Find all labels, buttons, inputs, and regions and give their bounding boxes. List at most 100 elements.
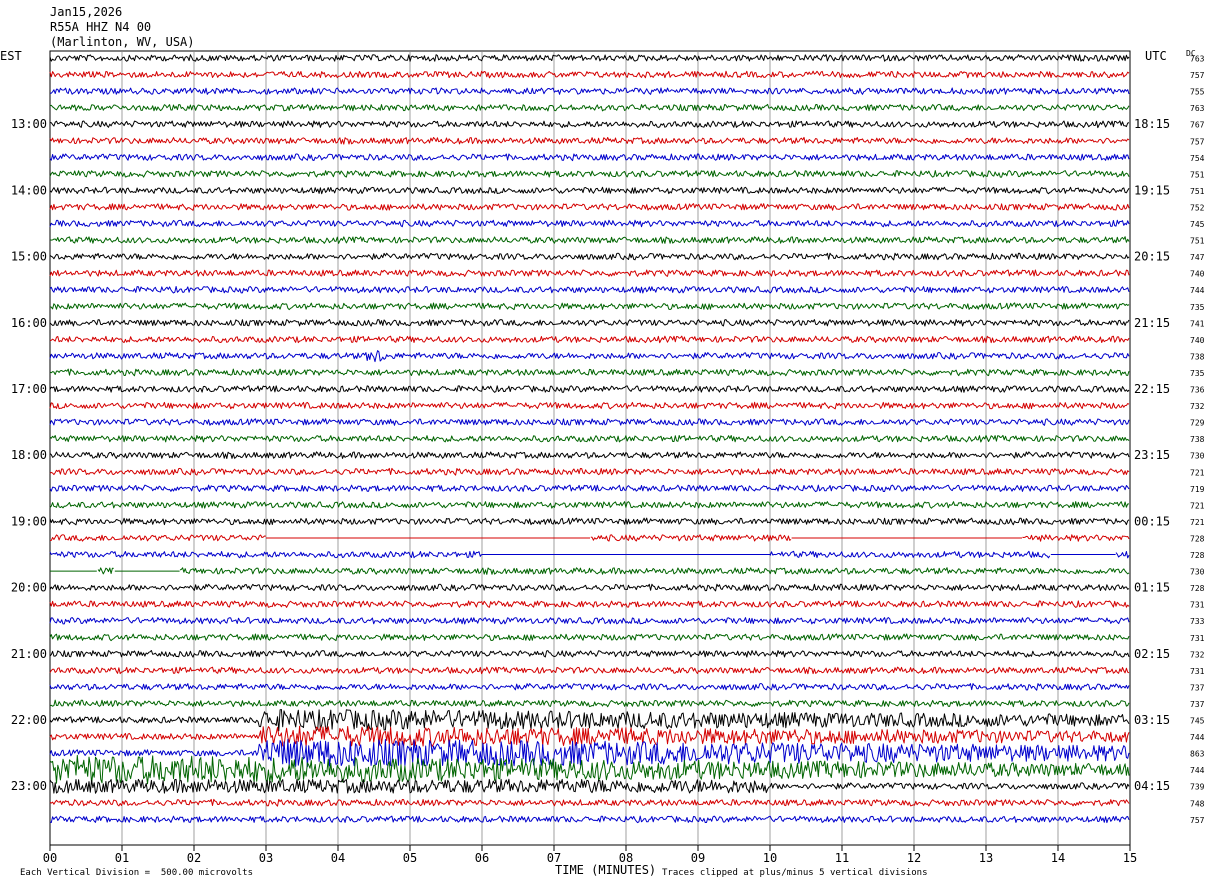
dc-offset-value: 741	[1190, 319, 1205, 328]
left-hour-label: 19:00	[11, 514, 47, 528]
dc-offset-value: 744	[1190, 766, 1205, 775]
dc-offset-value: 754	[1190, 154, 1205, 163]
header-date: Jan15,2026	[50, 5, 123, 19]
left-hour-label: 13:00	[11, 117, 47, 131]
seismic-trace	[49, 709, 1130, 732]
x-tick-label: 11	[835, 851, 849, 865]
dc-offset-value: 729	[1190, 419, 1205, 428]
x-tick-label: 02	[187, 851, 201, 865]
dc-offset-value: 757	[1190, 71, 1205, 80]
seismic-trace	[49, 120, 1130, 129]
seismic-trace	[49, 70, 1130, 79]
dc-offset-value: 747	[1190, 253, 1205, 262]
left-hour-label: 17:00	[11, 382, 47, 396]
right-timezone-label: UTC	[1145, 49, 1167, 63]
dc-offset-value: 767	[1190, 121, 1205, 130]
left-hour-label: 14:00	[11, 183, 47, 197]
seismic-trace	[49, 269, 1130, 277]
header-location: (Marlinton, WV, USA)	[50, 35, 195, 49]
seismic-trace	[49, 87, 1130, 95]
dc-offset-value: 721	[1190, 518, 1205, 527]
x-tick-label: 15	[1123, 851, 1137, 865]
seismic-trace	[49, 534, 1130, 542]
dc-offset-value: 732	[1190, 402, 1205, 411]
dc-offset-value: 744	[1190, 286, 1205, 295]
seismic-trace	[49, 153, 1130, 162]
dc-offset-value: 740	[1190, 336, 1205, 345]
seismic-trace	[49, 650, 1130, 658]
seismic-trace	[49, 434, 1130, 443]
seismic-trace	[50, 567, 1130, 575]
seismic-trace	[49, 136, 1130, 145]
dc-offset-value: 863	[1190, 750, 1205, 759]
x-axis-title: TIME (MINUTES)	[555, 863, 657, 877]
seismic-trace	[49, 286, 1130, 294]
x-tick-label: 13	[979, 851, 993, 865]
left-hour-label: 20:00	[11, 581, 47, 595]
x-tick-label: 07	[547, 851, 561, 865]
header-station: R55A HHZ N4 00	[50, 20, 152, 34]
seismic-trace	[49, 401, 1130, 410]
dc-offset-value: 745	[1190, 717, 1205, 726]
dc-offset-value: 733	[1190, 617, 1205, 626]
seismic-trace	[49, 335, 1130, 344]
dc-offset-value: 735	[1190, 369, 1205, 378]
seismic-trace	[49, 170, 1130, 178]
seismic-trace	[49, 467, 1130, 476]
dc-offset-value: 751	[1190, 237, 1205, 246]
right-hour-label: 00:15	[1134, 514, 1170, 528]
seismic-trace	[49, 725, 1130, 747]
dc-offset-value: 730	[1190, 452, 1205, 461]
seismic-trace	[49, 550, 1130, 559]
dc-offset-value: 763	[1190, 104, 1205, 113]
x-tick-label: 00	[43, 851, 57, 865]
seismic-trace	[49, 418, 1130, 426]
dc-offset-value: 744	[1190, 733, 1205, 742]
dc-offset-value: 737	[1190, 700, 1205, 709]
seismic-trace	[49, 815, 1130, 824]
dc-offset-value: 738	[1190, 435, 1205, 444]
dc-offset-value: 731	[1190, 667, 1205, 676]
x-tick-label: 06	[475, 851, 489, 865]
left-hour-label: 16:00	[11, 316, 47, 330]
dc-offset-header: DC	[1186, 49, 1196, 58]
x-tick-label: 09	[691, 851, 705, 865]
seismic-trace	[49, 451, 1130, 459]
dc-offset-value: 751	[1190, 170, 1205, 179]
x-tick-label: 04	[331, 851, 345, 865]
dc-offset-value: 748	[1190, 799, 1205, 808]
dc-offset-value: 721	[1190, 501, 1205, 510]
x-tick-label: 10	[763, 851, 777, 865]
dc-offset-value: 721	[1190, 468, 1205, 477]
dc-offset-value: 731	[1190, 634, 1205, 643]
dc-offset-value: 763	[1190, 55, 1205, 64]
dc-offset-value: 719	[1190, 485, 1205, 494]
dc-offset-value: 735	[1190, 303, 1205, 312]
plot-frame	[49, 50, 1131, 846]
x-tick-label: 01	[115, 851, 129, 865]
dc-offset-value: 755	[1190, 88, 1205, 97]
right-hour-label: 21:15	[1134, 316, 1170, 330]
left-timezone-label: EST	[0, 49, 22, 63]
seismic-trace	[49, 683, 1130, 691]
seismic-trace	[49, 738, 1130, 768]
dc-offset-value: 731	[1190, 601, 1205, 610]
right-hour-label: 02:15	[1134, 647, 1170, 661]
dc-offset-value: 737	[1190, 683, 1205, 692]
x-tick-label: 08	[619, 851, 633, 865]
right-hour-label: 19:15	[1134, 183, 1170, 197]
right-hour-label: 23:15	[1134, 448, 1170, 462]
x-tick-label: 05	[403, 851, 417, 865]
dc-offset-value: 751	[1190, 187, 1205, 196]
x-tick-label: 03	[259, 851, 273, 865]
x-tick-label: 12	[907, 851, 921, 865]
right-hour-label: 22:15	[1134, 382, 1170, 396]
dc-offset-value: 752	[1190, 203, 1205, 212]
seismic-trace	[49, 319, 1130, 327]
left-hour-label: 23:00	[11, 779, 47, 793]
seismic-trace	[49, 385, 1130, 393]
dc-offset-value: 757	[1190, 816, 1205, 825]
seismic-trace	[49, 617, 1130, 625]
seismic-trace	[49, 252, 1130, 261]
